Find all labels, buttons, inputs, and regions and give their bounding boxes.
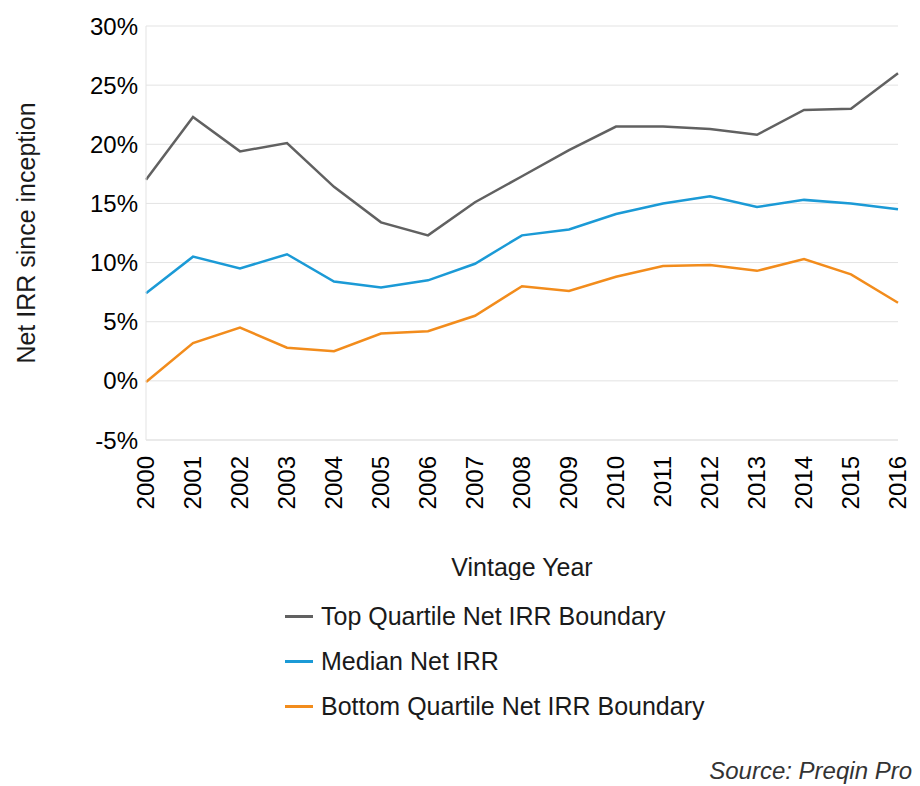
svg-text:0%: 0% — [103, 367, 138, 394]
svg-text:15%: 15% — [90, 190, 138, 217]
svg-text:2007: 2007 — [461, 456, 488, 509]
svg-text:2013: 2013 — [743, 456, 770, 509]
svg-text:2012: 2012 — [696, 456, 723, 509]
svg-text:2009: 2009 — [555, 456, 582, 509]
svg-text:20%: 20% — [90, 131, 138, 158]
svg-text:30%: 30% — [90, 13, 138, 40]
svg-text:2001: 2001 — [179, 456, 206, 509]
svg-text:2008: 2008 — [508, 456, 535, 509]
svg-text:2000: 2000 — [132, 456, 159, 509]
svg-text:10%: 10% — [90, 249, 138, 276]
html-text:Source: Preqin Pro: Source: Preqin Pro — [709, 757, 912, 784]
svg-text:2010: 2010 — [602, 456, 629, 509]
svg-text:2005: 2005 — [367, 456, 394, 509]
svg-text:2011: 2011 — [649, 456, 676, 508]
html-text:Bottom Quartile Net IRR Bounda: Bottom Quartile Net IRR Boundary — [321, 692, 705, 720]
html-text:Median Net IRR: Median Net IRR — [321, 647, 499, 675]
svg-text:2003: 2003 — [273, 456, 300, 509]
svg-text:2002: 2002 — [226, 456, 253, 509]
svg-text:2006: 2006 — [414, 456, 441, 509]
svg-text:-5%: -5% — [95, 427, 138, 454]
svg-text:Vintage Year: Vintage Year — [451, 553, 592, 580]
svg-text:2016: 2016 — [884, 456, 911, 509]
svg-text:2015: 2015 — [837, 456, 864, 509]
svg-text:Net IRR since inception: Net IRR since inception — [12, 102, 40, 363]
svg-text:25%: 25% — [90, 72, 138, 99]
svg-text:2014: 2014 — [790, 456, 817, 509]
svg-text:2004: 2004 — [320, 456, 347, 509]
svg-text:5%: 5% — [103, 308, 138, 335]
html-text:Top Quartile Net IRR Boundary: Top Quartile Net IRR Boundary — [321, 602, 666, 630]
